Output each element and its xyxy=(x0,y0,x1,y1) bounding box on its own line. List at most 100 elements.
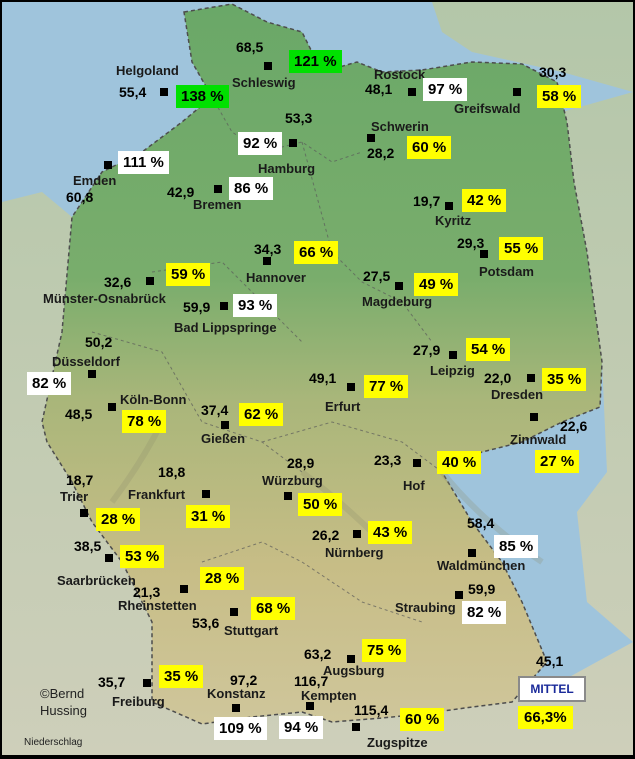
station-percent: 60 % xyxy=(407,136,452,159)
station-marker xyxy=(202,490,210,498)
station-name: Kempten xyxy=(301,688,357,703)
station-name: Rostock xyxy=(374,67,426,82)
station-marker xyxy=(395,282,403,290)
station-value: 115,4 xyxy=(354,702,389,718)
station-percent: 27 % xyxy=(535,450,580,473)
station-name: Hof xyxy=(403,478,425,493)
mittel-label: MITTEL xyxy=(518,676,586,702)
station-percent: 55 % xyxy=(499,237,544,260)
station-name: Bad Lippspringe xyxy=(174,320,277,335)
station-percent: 35 % xyxy=(159,665,204,688)
station-marker xyxy=(221,421,229,429)
station-name: Düsseldorf xyxy=(52,354,120,369)
station-name: Dresden xyxy=(491,387,544,402)
station-name: Hamburg xyxy=(258,161,316,176)
station-percent: 68 % xyxy=(251,597,296,620)
station-name: Köln-Bonn xyxy=(120,392,187,407)
station-name: Zugspitze xyxy=(367,735,428,750)
station-value: 59,9 xyxy=(468,581,496,597)
station-value: 26,2 xyxy=(312,527,340,543)
station-percent: 77 % xyxy=(364,375,409,398)
station-percent: 28 % xyxy=(200,567,245,590)
station-marker xyxy=(232,704,240,712)
station-value: 27,9 xyxy=(413,342,441,358)
station-name: Frankfurt xyxy=(128,487,186,502)
station-value: 48,5 xyxy=(65,406,93,422)
station-percent: 35 % xyxy=(542,368,587,391)
station-percent: 31 % xyxy=(186,505,231,528)
station-value: 53,6 xyxy=(192,615,220,631)
station-marker xyxy=(480,250,488,258)
station-marker xyxy=(527,374,535,382)
station-name: Kyritz xyxy=(435,213,472,228)
station-marker xyxy=(413,459,421,467)
station-marker xyxy=(347,383,355,391)
station-value: 97,2 xyxy=(230,672,258,688)
station-name: Augsburg xyxy=(323,663,385,678)
station-value: 48,1 xyxy=(365,81,393,97)
station-marker xyxy=(160,88,168,96)
station-percent: 86 % xyxy=(229,177,274,200)
station-percent: 42 % xyxy=(462,189,507,212)
station-marker xyxy=(289,139,297,147)
station-marker xyxy=(214,185,222,193)
station-marker xyxy=(455,591,463,599)
station-name: Nürnberg xyxy=(325,545,384,560)
station-percent: 59 % xyxy=(166,263,211,286)
station-marker xyxy=(284,492,292,500)
station-marker xyxy=(445,202,453,210)
station-value: 45,1 xyxy=(536,653,564,669)
station-name: Magdeburg xyxy=(362,294,433,309)
station-value: 35,7 xyxy=(98,674,126,690)
station-marker xyxy=(143,679,151,687)
station-marker xyxy=(306,702,314,710)
station-value: 68,5 xyxy=(236,39,264,55)
station-name: Bremen xyxy=(193,197,242,212)
station-name: Hannover xyxy=(246,270,306,285)
station-name: Münster-Osnabrück xyxy=(43,291,166,306)
station-marker xyxy=(468,549,476,557)
station-marker xyxy=(230,608,238,616)
station-name: Würzburg xyxy=(262,473,323,488)
station-value: 30,3 xyxy=(539,64,567,80)
station-percent: 43 % xyxy=(368,521,413,544)
station-value: 37,4 xyxy=(201,402,229,418)
station-marker xyxy=(88,370,96,378)
station-name: Emden xyxy=(73,173,117,188)
station-percent: 85 % xyxy=(494,535,539,558)
station-percent: 138 % xyxy=(176,85,229,108)
station-percent: 82 % xyxy=(462,601,507,624)
station-value: 21,3 xyxy=(133,584,161,600)
station-percent: 111 % xyxy=(118,151,169,174)
station-value: 42,9 xyxy=(167,184,195,200)
map-caption: Niederschlag xyxy=(24,737,83,748)
station-name: Schleswig xyxy=(232,75,296,90)
station-percent: 60 % xyxy=(400,708,445,731)
station-value: 49,1 xyxy=(309,370,337,386)
station-marker xyxy=(347,655,355,663)
station-name: Schwerin xyxy=(371,119,429,134)
station-value: 32,6 xyxy=(104,274,132,290)
station-value: 55,4 xyxy=(119,84,147,100)
station-value: 60,8 xyxy=(66,189,94,205)
station-value: 19,7 xyxy=(413,193,441,209)
station-marker xyxy=(353,530,361,538)
station-name: Rheinstetten xyxy=(118,598,197,613)
station-value: 22,6 xyxy=(560,418,588,434)
station-marker xyxy=(367,134,375,142)
station-value: 63,2 xyxy=(304,646,332,662)
station-percent: 49 % xyxy=(414,273,459,296)
station-marker xyxy=(263,257,271,265)
station-name: Greifswald xyxy=(454,101,521,116)
station-name: Potsdam xyxy=(479,264,534,279)
station-value: 18,7 xyxy=(66,472,94,488)
station-percent: 97 % xyxy=(423,78,468,101)
station-percent: 75 % xyxy=(362,639,407,662)
station-name: Leipzig xyxy=(430,363,475,378)
station-value: 28,9 xyxy=(287,455,315,471)
station-marker xyxy=(408,88,416,96)
station-name: Konstanz xyxy=(207,686,266,701)
station-percent: 78 % xyxy=(122,410,167,433)
station-percent: 92 % xyxy=(238,132,283,155)
station-value: 58,4 xyxy=(467,515,495,531)
